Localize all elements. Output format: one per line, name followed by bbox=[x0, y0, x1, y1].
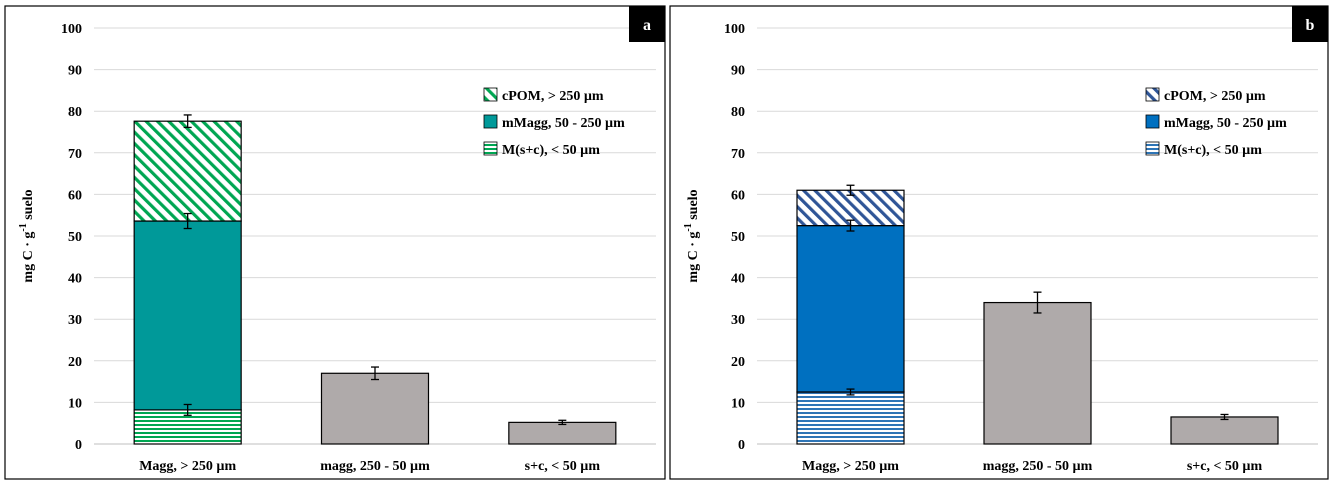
legend-label: cPOM, > 250 µm bbox=[1164, 89, 1266, 104]
bar-segment bbox=[133, 120, 242, 222]
chart-panel-a: 0 10 20 30 40 50 60 70 80 90 100 mg C · g-1 suelo a M… bbox=[4, 5, 666, 480]
panel-letter: a bbox=[643, 17, 651, 34]
legend-swatch bbox=[483, 114, 498, 129]
x-tick-label: magg, 250 - 50 µm bbox=[320, 459, 430, 474]
bar-segment bbox=[1170, 416, 1279, 445]
y-tick-label: 80 bbox=[68, 105, 82, 120]
legend-label: mMagg, 50 - 250 µm bbox=[1164, 116, 1287, 131]
bar-segment bbox=[320, 372, 430, 445]
x-tick-label: s+c, < 50 µm bbox=[1187, 459, 1263, 474]
legend-label: cPOM, > 250 µm bbox=[502, 89, 604, 104]
y-tick-label: 30 bbox=[731, 313, 745, 328]
legend-swatch bbox=[1145, 114, 1160, 129]
y-tick-label: 0 bbox=[75, 438, 82, 453]
legend-swatch bbox=[483, 87, 498, 102]
x-tick-label: magg, 250 - 50 µm bbox=[983, 459, 1093, 474]
y-tick-label: 60 bbox=[731, 188, 745, 203]
x-tick-label: Magg, > 250 µm bbox=[139, 459, 236, 474]
legend-swatch bbox=[483, 141, 498, 156]
bar-segment bbox=[983, 301, 1092, 445]
bar-segment bbox=[508, 421, 617, 445]
y-tick-label: 50 bbox=[731, 230, 745, 245]
y-axis-label-main: mg C · g bbox=[21, 232, 36, 283]
y-tick-label: 0 bbox=[738, 438, 745, 453]
y-tick-label: 10 bbox=[731, 396, 745, 411]
y-tick-label: 30 bbox=[68, 313, 82, 328]
legend-label: M(s+c), < 50 µm bbox=[502, 143, 600, 158]
y-axis-label-tail: suelo bbox=[21, 189, 36, 223]
panel-letter: b bbox=[1306, 17, 1315, 34]
y-tick-label: 10 bbox=[68, 396, 82, 411]
y-tick-label: 90 bbox=[68, 64, 82, 79]
y-axis-label-tail: suelo bbox=[686, 189, 701, 223]
y-axis-label-sup: -1 bbox=[18, 223, 29, 231]
y-axis-label-main: mg C · g bbox=[686, 232, 701, 283]
bar-segment bbox=[796, 391, 905, 445]
bar-segment bbox=[796, 225, 905, 393]
y-axis-label-sup: -1 bbox=[683, 223, 694, 231]
panel-letter-badge bbox=[1292, 6, 1328, 42]
bar-segment bbox=[133, 220, 242, 411]
y-axis-label: mg C · g-1 suelo bbox=[18, 189, 36, 282]
legend-swatch bbox=[1145, 87, 1160, 102]
y-tick-label: 60 bbox=[68, 188, 82, 203]
y-tick-label: 20 bbox=[68, 355, 82, 370]
y-tick-label: 40 bbox=[68, 272, 82, 287]
y-tick-label: 70 bbox=[731, 147, 745, 162]
x-tick-label: Magg, > 250 µm bbox=[802, 459, 899, 474]
legend-swatch bbox=[1145, 141, 1160, 156]
chart-panel-b: 0 10 20 30 40 50 60 70 80 90 100 mg C · g-1 suelo b M… bbox=[669, 5, 1329, 480]
y-tick-label: 20 bbox=[731, 355, 745, 370]
legend-label: mMagg, 50 - 250 µm bbox=[502, 116, 625, 131]
panel-letter-badge bbox=[629, 6, 665, 42]
y-tick-label: 100 bbox=[724, 22, 745, 37]
y-tick-label: 100 bbox=[61, 22, 82, 37]
y-tick-label: 70 bbox=[68, 147, 82, 162]
y-tick-label: 40 bbox=[731, 272, 745, 287]
y-tick-label: 50 bbox=[68, 230, 82, 245]
y-tick-label: 90 bbox=[731, 64, 745, 79]
x-tick-label: s+c, < 50 µm bbox=[525, 459, 601, 474]
y-axis-label: mg C · g-1 suelo bbox=[683, 189, 701, 282]
legend-label: M(s+c), < 50 µm bbox=[1164, 143, 1262, 158]
y-tick-label: 80 bbox=[731, 105, 745, 120]
